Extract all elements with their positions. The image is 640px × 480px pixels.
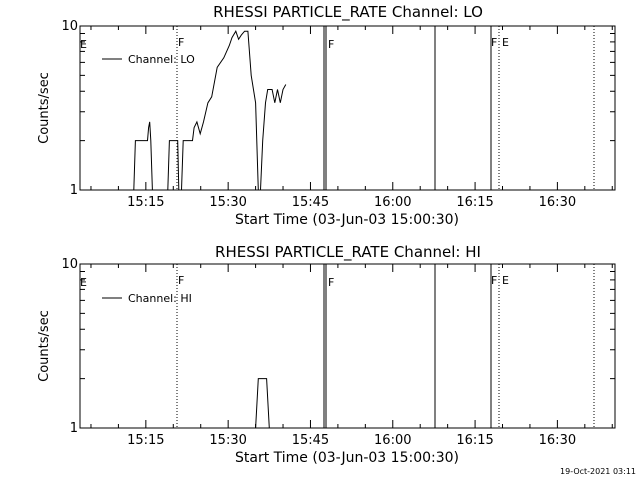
x-tick-label: 16:15 <box>456 433 493 448</box>
y-tick-labels: 1 10 <box>61 19 78 198</box>
series-line-lo <box>133 30 287 191</box>
y-axis-label: Counts/sec <box>37 72 52 144</box>
y-tick-labels: 1 10 <box>61 257 78 436</box>
plot-panel-lo: RHESSI PARTICLE_RATE Channel: LO 15:15 15… <box>37 3 616 228</box>
x-tick-label: 16:30 <box>539 433 576 448</box>
y-axis-label: Counts/sec <box>37 310 52 382</box>
x-axis-label: Start Time (03-Jun-03 15:00:30) <box>235 450 459 466</box>
x-tick-labels: 15:15 15:30 15:45 16:00 16:15 16:30 <box>127 195 576 210</box>
marker-label: F <box>178 274 184 287</box>
x-tick-label: 16:30 <box>539 195 576 210</box>
x-tick-label: 15:30 <box>209 433 246 448</box>
x-tick-label: 16:00 <box>374 433 411 448</box>
marker-label: F <box>491 274 497 287</box>
plot-area-frame <box>79 25 616 191</box>
marker-label: E <box>502 36 509 49</box>
x-tick-labels: 15:15 15:30 15:45 16:00 16:15 16:30 <box>127 433 576 448</box>
legend: Channel: LO <box>102 53 195 66</box>
event-markers: E F F F E <box>80 26 595 190</box>
event-markers: E F F F E <box>80 264 595 428</box>
x-tick-label: 15:30 <box>209 195 246 210</box>
legend-entry: Channel: HI <box>128 292 192 305</box>
y-tick-label: 1 <box>70 421 78 436</box>
plot-panel-hi: RHESSI PARTICLE_RATE Channel: HI 15:15 15… <box>37 243 616 466</box>
plot-area-frame <box>79 263 616 429</box>
x-axis-label: Start Time (03-Jun-03 15:00:30) <box>235 212 459 228</box>
marker-label: F <box>491 36 497 49</box>
chart-title: RHESSI PARTICLE_RATE Channel: LO <box>213 3 483 22</box>
footer-timestamp: 19-Oct-2021 03:11 <box>560 467 636 476</box>
marker-label: F <box>178 36 184 49</box>
x-tick-label: 15:15 <box>127 195 164 210</box>
marker-label: F <box>328 38 334 51</box>
marker-label: E <box>80 38 87 51</box>
tick-marks <box>80 263 615 429</box>
series-line-hi <box>255 378 270 429</box>
y-tick-label: 10 <box>61 19 78 34</box>
marker-label: E <box>80 276 87 289</box>
marker-label: E <box>502 274 509 287</box>
y-tick-label: 1 <box>70 183 78 198</box>
legend: Channel: HI <box>102 292 192 305</box>
marker-label: F <box>328 276 334 289</box>
chart-title: RHESSI PARTICLE_RATE Channel: HI <box>215 243 481 262</box>
x-tick-label: 15:15 <box>127 433 164 448</box>
legend-entry: Channel: LO <box>128 53 195 66</box>
y-tick-label: 10 <box>61 257 78 272</box>
x-tick-label: 15:45 <box>292 195 329 210</box>
x-tick-label: 16:15 <box>456 195 493 210</box>
x-tick-label: 15:45 <box>292 433 329 448</box>
tick-marks <box>80 25 615 191</box>
x-tick-label: 16:00 <box>374 195 411 210</box>
